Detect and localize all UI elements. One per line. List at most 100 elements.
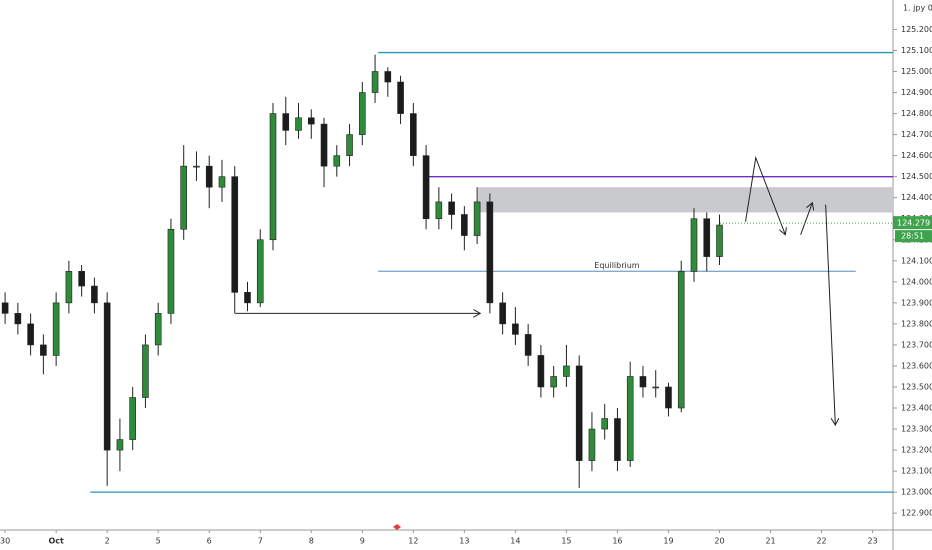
candle-body [563,365,570,377]
supply-zone [478,187,893,213]
candle-body [320,123,328,167]
x-tick-label: 15 [561,537,571,546]
candle-body [486,201,494,304]
candle-body [14,313,22,325]
arrow-drawing [825,204,836,425]
candle-body [129,397,136,440]
x-tick-label: 30 [0,537,10,546]
candle-body [180,165,188,230]
candle-body [690,218,698,272]
candle-body [665,386,672,409]
y-tick-label: 124.600 [901,151,932,160]
x-tick-label: 22 [816,537,826,546]
candle-body [422,155,430,220]
countdown-label: 28:51 [901,232,924,241]
candle-body [27,323,34,346]
candle-body [371,71,379,93]
candle-body [167,228,175,314]
y-tick-label: 124.400 [901,193,932,202]
candle-body [652,386,660,389]
x-tick-label: 9 [360,537,365,546]
candle-body [397,81,404,114]
level-label: Equilibrium [594,261,640,270]
candle-body [244,292,251,304]
candle-body [550,376,557,388]
candle-body [40,344,47,356]
arrow-drawing [745,155,786,235]
candle-body [410,113,417,156]
candle-body [52,302,60,356]
x-tick-label: 2 [105,537,110,546]
candle-body [91,285,98,304]
candle-body [473,201,481,236]
candle-body [524,334,532,356]
candle-body [499,302,506,325]
y-tick-label: 123.400 [901,404,932,413]
candle-body [626,376,634,461]
y-tick-label: 124.000 [901,277,932,286]
event-marker[interactable] [393,524,401,530]
countdown-tag [895,230,932,243]
x-tick-label: 14 [510,537,520,546]
candle-body [269,113,277,241]
x-tick-label: 13 [459,537,469,546]
candle-body [154,313,162,346]
candle-body [601,418,608,430]
candle-body [703,218,711,257]
last-price-label: 124.279 [897,219,930,228]
candle-body [231,176,239,293]
candle-body [575,365,583,461]
x-tick-label: 5 [156,537,161,546]
candle-body [359,92,366,135]
x-tick-label: 16 [612,537,622,546]
x-tick-label: 8 [309,537,314,546]
candle-body [218,176,226,188]
candle-body [256,239,264,304]
candle-body [116,439,124,451]
candle-body [461,214,468,236]
y-tick-label: 123.700 [901,340,932,349]
y-tick-label: 125.100 [901,46,932,55]
y-tick-label: 124.800 [901,109,932,118]
symbol-label: 1. jpy 0 [903,4,932,13]
x-tick-label: 23 [867,537,877,546]
candle-body [333,155,341,167]
y-tick-label: 124.500 [901,172,932,181]
arrow-drawing [800,203,813,235]
x-tick-label: 12 [408,537,418,546]
y-tick-label: 125.200 [901,25,932,34]
y-tick-label: 123.600 [901,361,932,370]
y-tick-label: 125.000 [901,67,932,76]
y-tick-label: 123.500 [901,382,932,391]
y-tick-label: 124.900 [901,88,932,97]
x-tick-label: Oct [48,537,64,546]
y-tick-label: 123.100 [901,467,932,476]
candle-body [142,344,149,398]
candle-body [677,271,685,409]
candle-body [295,117,302,131]
y-tick-label: 123.200 [901,446,932,455]
y-tick-label: 123.900 [901,298,932,307]
candle-body [639,376,647,388]
y-tick-label: 124.100 [901,256,932,265]
candle-body [435,201,443,220]
x-tick-label: 19 [663,537,673,546]
x-tick-label: 20 [714,537,724,546]
candle-body [346,134,353,156]
y-tick-label: 124.700 [901,130,932,139]
candle-body [716,224,723,257]
candle-body [448,201,455,215]
candle-body [103,302,111,451]
y-tick-label: 122.900 [901,509,932,518]
candle-body [1,302,9,314]
x-tick-label: 6 [207,537,212,546]
candle-body [588,428,596,461]
candle-body [205,165,213,188]
candle-body [282,113,290,131]
candle-body [614,418,621,461]
last-price-tag [893,216,932,230]
x-tick-label: 21 [765,537,775,546]
y-tick-label: 123.800 [901,319,932,328]
candle-body [512,323,519,335]
